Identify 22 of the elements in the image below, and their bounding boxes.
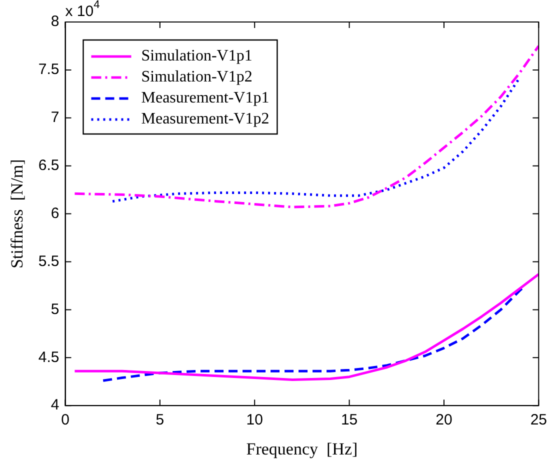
legend-label: Measurement-V1p2: [141, 110, 270, 128]
legend-label: Simulation-V1p1: [141, 48, 252, 65]
x-tick-label: 15: [340, 412, 358, 429]
y-tick-label: 8: [50, 13, 60, 30]
y-tick-label: 6.5: [38, 156, 60, 174]
y-tick-label: 6: [50, 204, 60, 222]
y-axis-title: Stiffness [N/m]: [8, 159, 27, 268]
y-tick-label: 7.5: [38, 61, 60, 78]
x-axis-title: Frequency [Hz]: [246, 439, 358, 458]
y-tick-label: 4: [50, 396, 60, 414]
x-tick-label: 20: [436, 412, 452, 429]
x-tick-label: 25: [530, 412, 547, 429]
x-tick-label: 5: [156, 412, 164, 429]
x-tick-label: 10: [246, 412, 263, 429]
legend-label: Measurement-V1p1: [141, 90, 270, 107]
y-tick-label: 5: [50, 300, 60, 318]
y-tick-label: 7: [50, 109, 60, 126]
y-tick-label: 5.5: [38, 252, 60, 270]
y-tick-label: 4.5: [38, 348, 60, 366]
x-tick-label: 0: [61, 412, 70, 429]
legend-label: Simulation-V1p2: [141, 68, 252, 86]
line-series: [73, 44, 539, 208]
